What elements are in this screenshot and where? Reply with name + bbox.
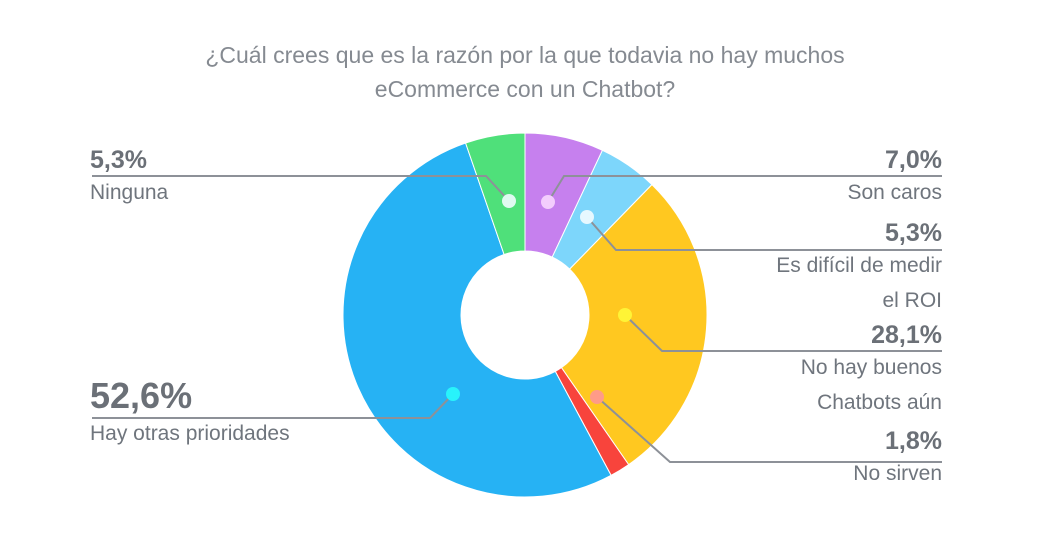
value-label-no-sirven: 1,8%	[885, 427, 942, 455]
chart-title-line-1: ¿Cuál crees que es la razón por la que t…	[205, 42, 845, 68]
chart-title-line-2: eCommerce con un Chatbot?	[374, 76, 676, 102]
marker-dot-dificil-medir-roi	[580, 210, 594, 224]
value-label-dificil-medir-roi: 5,3%	[885, 219, 942, 247]
category-label-son-caros: Son caros	[847, 181, 942, 204]
category-label-no-sirven: No sirven	[853, 462, 942, 485]
category-label-dificil-medir-roi-line-2: el ROI	[882, 289, 942, 312]
chart-title: ¿Cuál crees que es la razón por la que t…	[0, 38, 1050, 106]
leader-line-dificil-medir-roi	[586, 216, 942, 251]
label-no-hay-buenos-chatbots: 28,1% No hay buenos Chatbots aún	[801, 320, 942, 420]
marker-dot-no-hay-buenos-chatbots	[618, 308, 632, 322]
category-label-ninguna: Ninguna	[90, 181, 169, 204]
category-label-hay-otras-prioridades: Hay otras prioridades	[90, 422, 290, 445]
value-label-son-caros: 7,0%	[885, 146, 942, 174]
label-hay-otras-prioridades: 52,6% Hay otras prioridades	[90, 376, 290, 451]
value-label-ninguna: 5,3%	[90, 146, 147, 174]
category-label-no-hay-buenos-chatbots-line-2: Chatbots aún	[817, 391, 942, 414]
leader-line-hay-otras-prioridades	[92, 393, 454, 419]
slice-ninguna	[464, 132, 526, 256]
label-ninguna: 5,3% Ninguna	[90, 145, 168, 210]
leader-line-son-caros	[547, 175, 942, 203]
leader-line-ninguna	[92, 175, 510, 202]
label-son-caros: 7,0% Son caros	[847, 145, 942, 210]
leader-line-no-sirven	[596, 396, 942, 463]
marker-dot-hay-otras-prioridades	[446, 387, 460, 401]
label-no-sirven: 1,8% No sirven	[853, 426, 942, 491]
marker-dot-son-caros	[541, 195, 555, 209]
leader-line-no-hay-buenos-chatbots	[624, 314, 942, 352]
category-label-no-hay-buenos-chatbots-line-1: No hay buenos	[800, 356, 942, 379]
slice-hay-otras-prioridades	[342, 142, 612, 498]
marker-dot-no-sirven	[590, 390, 604, 404]
label-dificil-medir-roi: 5,3% Es difícil de medir el ROI	[776, 218, 942, 318]
value-label-no-hay-buenos-chatbots: 28,1%	[871, 321, 942, 349]
value-label-hay-otras-prioridades: 52,6%	[90, 375, 193, 416]
marker-dot-ninguna	[502, 194, 516, 208]
category-label-dificil-medir-roi-line-1: Es difícil de medir	[776, 254, 942, 277]
